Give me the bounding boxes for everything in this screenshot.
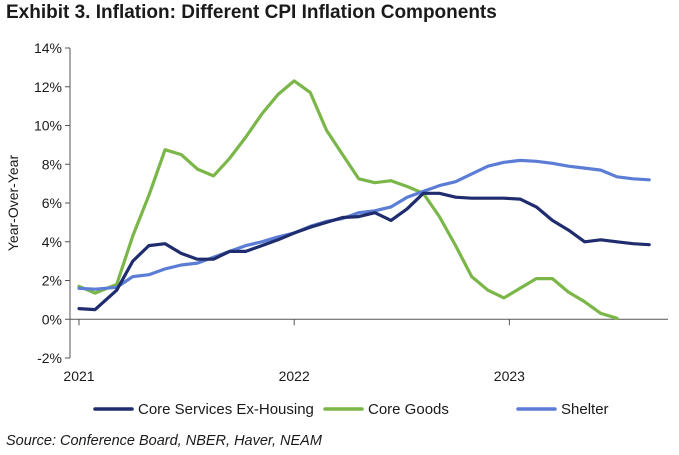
x-tick-label: 2023: [494, 368, 525, 384]
y-tick-label: 2%: [42, 273, 62, 289]
legend-label: Core Services Ex-Housing: [138, 401, 314, 418]
y-tick-label: 8%: [42, 156, 62, 172]
y-axis: -2% 0% 2% 4% 6% 8% 10% 12% 14%: [34, 40, 71, 366]
y-tick-label: 0%: [42, 311, 62, 327]
legend-label: Shelter: [561, 401, 609, 418]
series-line-core-goods: [77, 79, 619, 320]
x-tick-label: 2022: [279, 368, 310, 384]
y-tick-label: 6%: [42, 195, 62, 211]
x-axis: 2021 2022 2023: [63, 318, 668, 384]
chart-title: Exhibit 3. Inflation: Different CPI Infl…: [6, 2, 497, 23]
y-tick-label: 4%: [42, 234, 62, 250]
plot-lines: [77, 79, 651, 320]
series-line-shelter: [77, 158, 651, 291]
y-tick-label: 14%: [34, 40, 62, 56]
legend: Core Services Ex-Housing Core Goods Shelte…: [93, 401, 609, 418]
y-axis-label: Year-Over-Year: [5, 155, 21, 252]
y-tick-label: -2%: [37, 350, 62, 366]
y-tick-label: 12%: [34, 79, 62, 95]
source-note: Source: Conference Board, NBER, Haver, N…: [6, 433, 322, 449]
series-line-core-services-ex-housing: [77, 191, 651, 312]
legend-label: Core Goods: [368, 401, 449, 418]
x-tick-label: 2021: [63, 368, 94, 384]
y-tick-label: 10%: [34, 118, 62, 134]
